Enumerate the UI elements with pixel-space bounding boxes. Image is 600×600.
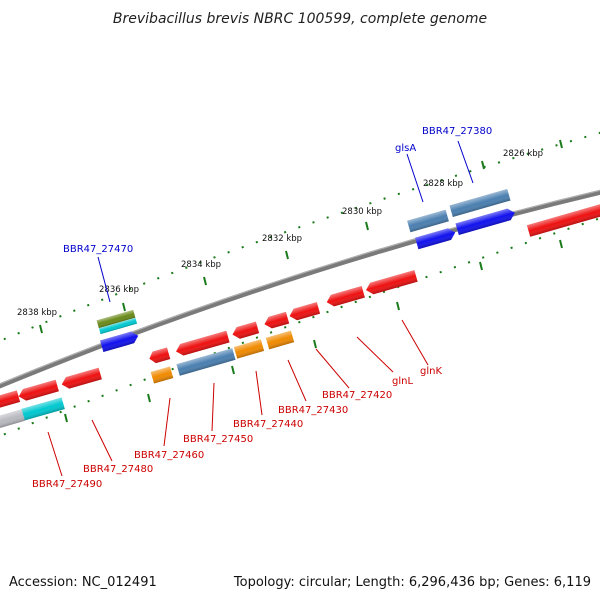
tick-2836 <box>122 302 126 312</box>
tick-2838 <box>39 324 43 334</box>
tick-2834 <box>203 276 207 286</box>
label-BBR47_27490[interactable]: BBR47_27490 <box>32 479 102 490</box>
gene-BBR47_27440[interactable] <box>265 330 295 350</box>
gene-BBR47_27470[interactable] <box>96 309 136 329</box>
leader-BBR47_27470 <box>97 256 111 303</box>
gene-BBR47_27420[interactable] <box>288 302 321 322</box>
leader-BBR47_27480 <box>91 419 113 462</box>
kbp-label-2838: 2838 kbp <box>17 308 57 318</box>
leader-BBR47_27380 <box>457 140 474 184</box>
kbp-label-2834: 2834 kbp <box>181 260 221 270</box>
forward-genes <box>96 188 600 353</box>
tick-2830 <box>365 221 369 231</box>
gene-BBR47_27450[interactable] <box>176 348 236 376</box>
gene-red-r1[interactable] <box>231 321 260 341</box>
inner-tick-g <box>64 413 68 423</box>
gene-red-r5[interactable] <box>17 379 59 403</box>
tick-2832 <box>285 250 289 260</box>
label-glnL[interactable]: glnL <box>392 376 413 387</box>
gene-blue-3[interactable] <box>100 330 140 353</box>
label-BBR47_27420[interactable]: BBR47_27420 <box>322 390 392 401</box>
gene-BBR47_27430[interactable] <box>263 311 290 330</box>
gene-red-r6[interactable] <box>0 390 21 410</box>
gene-glnK[interactable] <box>364 270 418 296</box>
label-BBR47_27440[interactable]: BBR47_27440 <box>233 419 303 430</box>
label-glnK[interactable]: glnK <box>420 366 442 377</box>
inner-tick-e <box>231 365 235 375</box>
inner-tick-a <box>559 239 563 249</box>
accession-text: Accession: NC_012491 <box>9 575 157 590</box>
gene-blue-2[interactable] <box>455 207 517 236</box>
leader-BBR47_27460 <box>163 397 171 447</box>
kbp-label-2828: 2828 kbp <box>423 179 463 189</box>
genome-backbone <box>0 189 600 389</box>
leader-BBR47_27420 <box>315 348 350 389</box>
gene-BBR47_27490[interactable] <box>0 409 25 431</box>
inner-scale-track <box>0 217 600 438</box>
label-BBR47_27450[interactable]: BBR47_27450 <box>183 434 253 445</box>
leader-BBR47_27430 <box>287 359 307 402</box>
tick-2828 <box>481 160 485 170</box>
reverse-genes <box>0 270 418 431</box>
gene-glnL[interactable] <box>325 285 365 308</box>
leader-glsA <box>406 153 424 203</box>
gene-red-edge[interactable] <box>526 203 600 237</box>
map-title: Brevibacillus brevis NBRC 100599, comple… <box>113 11 487 27</box>
gene-cyan-1[interactable] <box>98 317 138 335</box>
outer-scale-track <box>0 131 600 342</box>
leader-BBR47_27490 <box>47 431 63 477</box>
kbp-label-2830: 2830 kbp <box>342 207 382 217</box>
outer-major-ticks <box>39 139 563 334</box>
inner-tick-f <box>147 393 151 403</box>
gene-orange-2[interactable] <box>233 339 265 359</box>
gene-red-r2[interactable] <box>174 330 230 357</box>
gene-BBR47_27460[interactable] <box>150 366 174 384</box>
inner-tick-d <box>313 339 317 349</box>
reverse-leader-lines <box>47 319 429 477</box>
tick-2826 <box>559 139 563 149</box>
inner-tick-c <box>396 301 400 311</box>
label-glsA[interactable]: glsA <box>395 143 416 154</box>
label-BBR47_27460[interactable]: BBR47_27460 <box>134 450 204 461</box>
kbp-label-2832: 2832 kbp <box>262 234 302 244</box>
gene-BBR47_27380[interactable] <box>449 188 511 218</box>
label-BBR47_27480[interactable]: BBR47_27480 <box>83 464 153 475</box>
gene-BBR47_27480[interactable] <box>21 397 65 421</box>
gene-glsA[interactable] <box>407 209 449 233</box>
gene-blue-1[interactable] <box>415 227 457 250</box>
leader-glnK <box>401 319 429 366</box>
leader-BBR47_27440 <box>255 370 263 416</box>
inner-tick-b <box>479 261 483 271</box>
leader-BBR47_27450 <box>211 382 215 432</box>
kbp-label-2836: 2836 kbp <box>99 285 139 295</box>
leader-glnL <box>356 336 394 373</box>
label-BBR47_27470[interactable]: BBR47_27470 <box>63 244 133 255</box>
kbp-label-2826: 2826 kbp <box>503 149 543 159</box>
label-BBR47_27380[interactable]: BBR47_27380 <box>422 126 492 137</box>
genome-info-text: Topology: circular; Length: 6,296,436 bp… <box>233 575 591 590</box>
genome-backbone-highlight <box>0 189 600 385</box>
forward-leader-lines <box>97 140 474 303</box>
gene-red-r3[interactable] <box>148 347 171 364</box>
inner-major-ticks <box>64 239 563 423</box>
gene-red-r4[interactable] <box>60 367 102 391</box>
label-BBR47_27430[interactable]: BBR47_27430 <box>278 405 348 416</box>
